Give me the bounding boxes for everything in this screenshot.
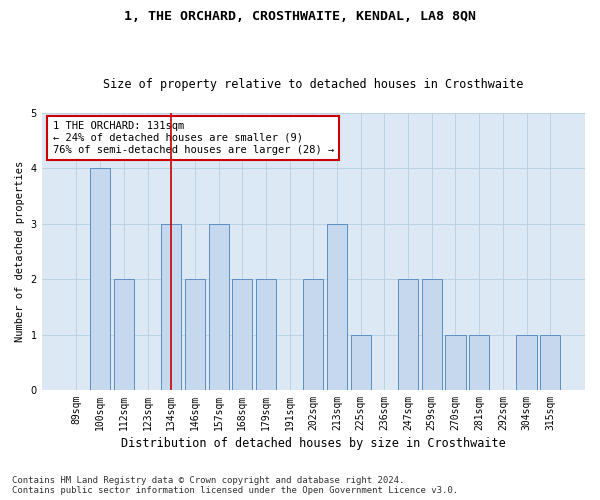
Bar	[469, 334, 489, 390]
Bar	[256, 279, 276, 390]
Bar	[114, 279, 134, 390]
Title: Size of property relative to detached houses in Crosthwaite: Size of property relative to detached ho…	[103, 78, 524, 91]
Bar	[209, 224, 229, 390]
Bar	[327, 224, 347, 390]
Bar	[232, 279, 253, 390]
X-axis label: Distribution of detached houses by size in Crosthwaite: Distribution of detached houses by size …	[121, 437, 506, 450]
Bar	[398, 279, 418, 390]
Text: Contains HM Land Registry data © Crown copyright and database right 2024.
Contai: Contains HM Land Registry data © Crown c…	[12, 476, 458, 495]
Bar	[422, 279, 442, 390]
Bar	[517, 334, 536, 390]
Bar	[185, 279, 205, 390]
Bar	[161, 224, 181, 390]
Text: 1 THE ORCHARD: 131sqm
← 24% of detached houses are smaller (9)
76% of semi-detac: 1 THE ORCHARD: 131sqm ← 24% of detached …	[53, 122, 334, 154]
Bar	[303, 279, 323, 390]
Y-axis label: Number of detached properties: Number of detached properties	[15, 161, 25, 342]
Bar	[90, 168, 110, 390]
Text: 1, THE ORCHARD, CROSTHWAITE, KENDAL, LA8 8QN: 1, THE ORCHARD, CROSTHWAITE, KENDAL, LA8…	[124, 10, 476, 23]
Bar	[350, 334, 371, 390]
Bar	[445, 334, 466, 390]
Bar	[540, 334, 560, 390]
